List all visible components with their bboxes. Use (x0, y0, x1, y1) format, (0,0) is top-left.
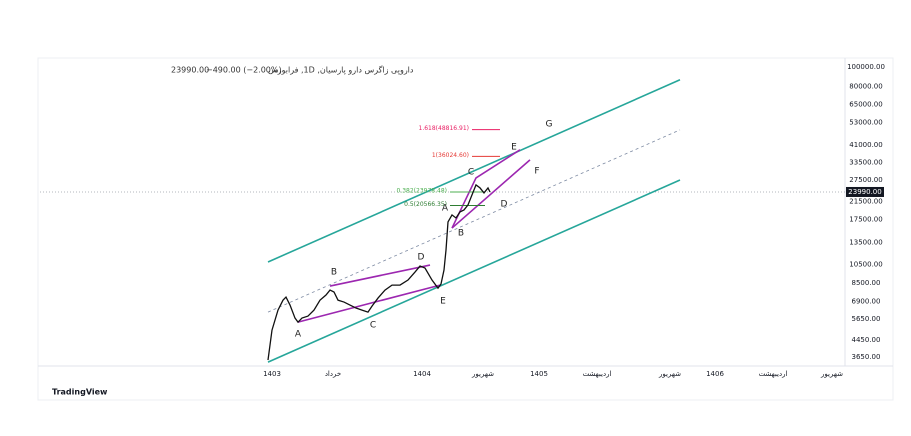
price-line (267, 183, 491, 361)
symbol-title: داروپی زاگرس دارو پارسیان, 1D, فرابورس (268, 65, 414, 75)
y-tick-label: 5650.00 (852, 315, 881, 323)
change-text: −490.00 (−2.00%) (206, 66, 282, 75)
brand: TradingView (52, 388, 108, 397)
y-tick-label: 3650.00 (852, 353, 881, 361)
wave-label: C (468, 167, 474, 177)
trend-line (267, 79, 681, 263)
fib-label: 0.382(23978.48) (397, 188, 448, 195)
x-tick-label: 1405 (530, 370, 548, 378)
wave-label: B (331, 268, 337, 278)
trend-line (267, 179, 681, 363)
y-tick-label: 33500.00 (849, 159, 882, 167)
y-tick-label: 100000.00 (847, 63, 885, 71)
x-tick-label: شهریور (471, 370, 494, 378)
wave-label: F (534, 166, 539, 176)
fib-label: 1(36024.60) (432, 152, 469, 159)
fib-label: 0.5(20566.35) (404, 201, 447, 208)
y-tick-label: 41000.00 (849, 141, 882, 149)
fib-label: 1.618(48816.91) (419, 125, 470, 132)
y-tick-label: 10500.00 (849, 260, 882, 268)
x-tick-label: خرداد (325, 370, 341, 378)
x-tick-label: شهریور (658, 370, 681, 378)
wave-label: E (440, 297, 446, 307)
wave-label: A (295, 330, 302, 340)
x-tick-label: 1406 (706, 370, 724, 378)
wave-label: C (370, 321, 376, 331)
y-tick-label: 80000.00 (849, 82, 882, 90)
y-tick-label: 8500.00 (852, 279, 881, 287)
wave-label: A (442, 203, 449, 213)
x-tick-label: اردیبهشت (583, 370, 612, 378)
y-tick-label: 21500.00 (849, 198, 882, 206)
x-tick-label: 1403 (263, 370, 281, 378)
wave-label: D (418, 253, 425, 263)
x-tick-label: اردیبهشت (759, 370, 788, 378)
chart-frame (37, 57, 894, 401)
wave-label: B (458, 228, 464, 238)
wave-label: E (511, 142, 517, 152)
trend-line (329, 264, 431, 287)
trend-line (451, 159, 531, 229)
y-tick-label: 65000.00 (849, 101, 882, 109)
x-tick-label: 1404 (413, 370, 431, 378)
y-tick-label: 4450.00 (852, 336, 881, 344)
y-tick-label: 53000.00 (849, 118, 882, 126)
x-tick-label: شهریور (820, 370, 843, 378)
wave-label: D (501, 199, 508, 209)
last-price-label: 23990.00 (848, 188, 881, 196)
last-price-text: 23990.00 (171, 66, 209, 75)
trend-line (297, 284, 441, 323)
y-tick-label: 27500.00 (849, 176, 882, 184)
y-tick-label: 6900.00 (852, 297, 881, 305)
y-tick-label: 13500.00 (849, 238, 882, 246)
wave-label: G (546, 119, 553, 129)
last-price-box (846, 186, 884, 197)
y-tick-label: 17500.00 (849, 216, 882, 224)
